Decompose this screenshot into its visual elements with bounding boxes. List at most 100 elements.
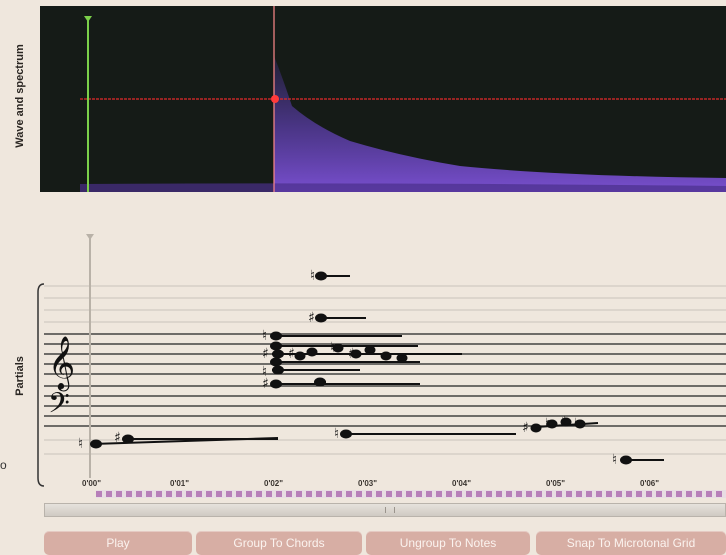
ruler-tick	[536, 491, 542, 497]
ruler-tick	[716, 491, 722, 497]
svg-text:♯: ♯	[288, 346, 295, 362]
ruler-tick-marks	[96, 491, 722, 497]
ruler-tick	[516, 491, 522, 497]
ruler-tick	[596, 491, 602, 497]
group-to-chords-button[interactable]: Group To Chords	[196, 531, 362, 555]
svg-text:♯: ♯	[560, 414, 567, 430]
partials-score[interactable]: 𝄞 𝄢	[0, 228, 726, 500]
svg-text:♯: ♯	[262, 376, 269, 392]
ruler-tick	[146, 491, 152, 497]
ruler-tick	[266, 491, 272, 497]
ruler-tick	[456, 491, 462, 497]
ruler-tick	[626, 491, 632, 497]
ruler-tick	[616, 491, 622, 497]
ruler-tick	[316, 491, 322, 497]
ruler-tick	[186, 491, 192, 497]
tick-label: 0'06"	[640, 479, 659, 488]
ruler-tick	[486, 491, 492, 497]
ruler-tick	[376, 491, 382, 497]
bass-staff	[44, 385, 726, 427]
ruler-tick	[476, 491, 482, 497]
ruler-tick	[406, 491, 412, 497]
ruler-tick	[446, 491, 452, 497]
ruler-tick	[466, 491, 472, 497]
svg-text:♯: ♯	[114, 430, 121, 446]
accidentals: ♮ ♯ ♮ ♯ ♮ ♯ ♮ ♯ ♯ ♮ ♯ ♮ ♯ ♮ ♯ ♮ ♮	[78, 268, 617, 468]
svg-text:♮: ♮	[330, 340, 335, 356]
treble-clef: 𝄞	[48, 335, 75, 391]
ruler-tick	[676, 491, 682, 497]
svg-text:♮: ♮	[262, 328, 267, 344]
ruler-tick	[176, 491, 182, 497]
upper-guide-lines	[44, 285, 726, 323]
ruler-tick	[246, 491, 252, 497]
ruler-tick	[506, 491, 512, 497]
tick-label: 0'02"	[264, 479, 283, 488]
ruler-tick	[646, 491, 652, 497]
svg-text:♮: ♮	[310, 268, 315, 284]
ruler-tick	[226, 491, 232, 497]
ruler-tick	[286, 491, 292, 497]
ruler-tick	[436, 491, 442, 497]
ruler-tick	[356, 491, 362, 497]
svg-text:♮: ♮	[574, 416, 579, 432]
ruler-tick	[366, 491, 372, 497]
ruler-tick	[686, 491, 692, 497]
tick-label: 0'05"	[546, 479, 565, 488]
time-ruler: 0'00" 0'01" 0'02" 0'03" 0'04" 0'05" 0'06…	[82, 479, 659, 488]
play-button[interactable]: Play	[44, 531, 192, 555]
ruler-tick	[276, 491, 282, 497]
ruler-tick	[296, 491, 302, 497]
svg-text:♮: ♮	[78, 436, 83, 452]
ruler-tick	[256, 491, 262, 497]
attack-point	[271, 95, 279, 103]
ruler-tick	[416, 491, 422, 497]
ruler-tick	[556, 491, 562, 497]
snap-to-microtonal-grid-button[interactable]: Snap To Microtonal Grid	[536, 531, 726, 555]
ruler-tick	[696, 491, 702, 497]
ruler-tick	[666, 491, 672, 497]
ruler-tick	[156, 491, 162, 497]
tick-label: 0'04"	[452, 479, 471, 488]
svg-text:♯: ♯	[348, 346, 355, 362]
ruler-tick	[526, 491, 532, 497]
ruler-tick	[346, 491, 352, 497]
scroll-grip-icon[interactable]	[385, 507, 395, 513]
ruler-tick	[566, 491, 572, 497]
wave-spectrum-view[interactable]	[40, 6, 726, 192]
ruler-tick	[336, 491, 342, 497]
svg-text:♯: ♯	[262, 346, 269, 362]
ungroup-to-notes-button[interactable]: Ungroup To Notes	[366, 531, 530, 555]
ruler-tick	[386, 491, 392, 497]
ruler-tick	[166, 491, 172, 497]
bass-clef: 𝄢	[48, 387, 70, 427]
ruler-tick	[236, 491, 242, 497]
ruler-tick	[216, 491, 222, 497]
svg-text:♯: ♯	[308, 310, 315, 326]
ruler-tick	[606, 491, 612, 497]
partial-notes	[90, 271, 664, 465]
ruler-tick	[306, 491, 312, 497]
spectrum-floor	[80, 183, 726, 192]
playback-cursor-head	[84, 16, 92, 22]
horizontal-scrollbar[interactable]	[44, 503, 726, 517]
system-brace	[37, 283, 45, 487]
svg-text:♮: ♮	[545, 416, 550, 432]
ruler-tick	[326, 491, 332, 497]
wave-spectrum-label: Wave and spectrum	[14, 44, 27, 148]
ruler-tick	[196, 491, 202, 497]
ruler-tick	[136, 491, 142, 497]
tick-label: 0'03"	[358, 479, 377, 488]
ruler-tick	[706, 491, 712, 497]
svg-text:♮: ♮	[334, 426, 339, 442]
tick-label: 0'01"	[170, 479, 189, 488]
ruler-tick	[396, 491, 402, 497]
tick-label: 0'00"	[82, 479, 101, 488]
svg-text:♯: ♯	[522, 420, 529, 436]
ruler-tick	[126, 491, 132, 497]
ruler-tick	[586, 491, 592, 497]
ruler-tick	[96, 491, 102, 497]
score-cursor-head	[86, 234, 94, 240]
svg-text:♮: ♮	[612, 452, 617, 468]
ruler-tick	[656, 491, 662, 497]
